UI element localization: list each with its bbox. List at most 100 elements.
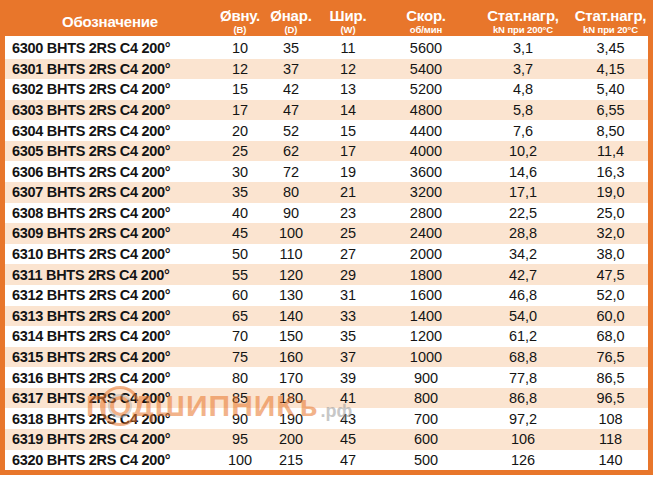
table-row: 6300 BHTS 2RS C4 200° 10 35 11 5600 3,1 … (5, 38, 648, 59)
cell-width: 47 (317, 452, 379, 468)
column-header-label: Стат.нагр, (487, 8, 559, 23)
cell-width: 19 (317, 164, 379, 180)
cell-width: 45 (317, 431, 379, 447)
cell-static-load-20: 76,5 (573, 349, 648, 365)
cell-designation: 6305 BHTS 2RS C4 200° (5, 143, 215, 159)
cell-outer-diameter: 52 (265, 123, 317, 139)
cell-static-load-20: 6,55 (573, 102, 648, 118)
cell-outer-diameter: 62 (265, 143, 317, 159)
cell-outer-diameter: 215 (265, 452, 317, 468)
cell-designation: 6312 BHTS 2RS C4 200° (5, 287, 215, 303)
column-header-outer-diameter: Øнар. (D) (265, 5, 317, 36)
column-header-label: Øнар. (270, 8, 311, 23)
cell-speed: 1200 (379, 328, 473, 344)
table-row: 6306 BHTS 2RS C4 200° 30 72 19 3600 14,6… (5, 161, 648, 182)
column-header-sub: об/мин (410, 25, 442, 35)
column-header-label: Шир. (330, 8, 367, 23)
column-header-inner-diameter: Øвну. (B) (215, 5, 265, 36)
cell-width: 21 (317, 184, 379, 200)
cell-speed: 500 (379, 452, 473, 468)
cell-inner-diameter: 50 (215, 246, 265, 262)
cell-static-load-20: 140 (573, 452, 648, 468)
cell-outer-diameter: 35 (265, 40, 317, 56)
table-row: 6320 BHTS 2RS C4 200° 100 215 47 500 126… (5, 450, 648, 471)
table-row: 6305 BHTS 2RS C4 200° 25 62 17 4000 10,2… (5, 141, 648, 162)
cell-static-load-20: 5,40 (573, 81, 648, 97)
cell-speed: 5600 (379, 40, 473, 56)
cell-inner-diameter: 10 (215, 40, 265, 56)
cell-speed: 5400 (379, 61, 473, 77)
cell-speed: 900 (379, 370, 473, 386)
cell-designation: 6309 BHTS 2RS C4 200° (5, 225, 215, 241)
cell-outer-diameter: 200 (265, 431, 317, 447)
cell-designation: 6301 BHTS 2RS C4 200° (5, 61, 215, 77)
column-header-sub: (W) (341, 25, 356, 35)
cell-static-load-200: 77,8 (473, 370, 573, 386)
cell-inner-diameter: 100 (215, 452, 265, 468)
cell-inner-diameter: 60 (215, 287, 265, 303)
table-row: 6311 BHTS 2RS C4 200° 55 120 29 1800 42,… (5, 264, 648, 285)
table-row: 6314 BHTS 2RS C4 200° 70 150 35 1200 61,… (5, 326, 648, 347)
cell-outer-diameter: 140 (265, 308, 317, 324)
cell-outer-diameter: 90 (265, 205, 317, 221)
cell-static-load-20: 118 (573, 431, 648, 447)
cell-static-load-200: 46,8 (473, 287, 573, 303)
cell-width: 23 (317, 205, 379, 221)
cell-width: 25 (317, 225, 379, 241)
cell-static-load-200: 86,8 (473, 390, 573, 406)
cell-width: 29 (317, 267, 379, 283)
table-row: 6318 BHTS 2RS C4 200° 90 190 43 700 97,2… (5, 408, 648, 429)
cell-designation: 6315 BHTS 2RS C4 200° (5, 349, 215, 365)
cell-outer-diameter: 130 (265, 287, 317, 303)
cell-speed: 5200 (379, 81, 473, 97)
cell-speed: 1400 (379, 308, 473, 324)
column-header-label: Скор. (406, 8, 446, 23)
cell-static-load-200: 68,8 (473, 349, 573, 365)
cell-speed: 600 (379, 431, 473, 447)
cell-static-load-200: 7,6 (473, 123, 573, 139)
cell-static-load-200: 42,7 (473, 267, 573, 283)
cell-width: 27 (317, 246, 379, 262)
cell-speed: 2400 (379, 225, 473, 241)
cell-width: 35 (317, 328, 379, 344)
cell-static-load-20: 25,0 (573, 205, 648, 221)
cell-outer-diameter: 42 (265, 81, 317, 97)
table-row: 6307 BHTS 2RS C4 200° 35 80 21 3200 17,1… (5, 182, 648, 203)
cell-inner-diameter: 95 (215, 431, 265, 447)
cell-inner-diameter: 35 (215, 184, 265, 200)
cell-static-load-200: 54,0 (473, 308, 573, 324)
column-header-label: Обозначение (62, 14, 158, 29)
cell-inner-diameter: 15 (215, 81, 265, 97)
cell-width: 43 (317, 411, 379, 427)
column-header-label: Øвну. (220, 8, 260, 23)
column-header-label: Стат.нагр, (575, 8, 647, 23)
cell-static-load-200: 61,2 (473, 328, 573, 344)
table-row: 6319 BHTS 2RS C4 200° 95 200 45 600 106 … (5, 429, 648, 450)
cell-static-load-20: 19,0 (573, 184, 648, 200)
cell-static-load-20: 108 (573, 411, 648, 427)
cell-outer-diameter: 72 (265, 164, 317, 180)
table-row: 6315 BHTS 2RS C4 200° 75 160 37 1000 68,… (5, 347, 648, 368)
bearing-spec-table: Обозначение Øвну. (B) Øнар. (D) Шир. (W)… (0, 0, 653, 475)
cell-static-load-200: 3,7 (473, 61, 573, 77)
cell-static-load-20: 16,3 (573, 164, 648, 180)
cell-designation: 6317 BHTS 2RS C4 200° (5, 390, 215, 406)
table-body: 6300 BHTS 2RS C4 200° 10 35 11 5600 3,1 … (5, 38, 648, 470)
cell-speed: 700 (379, 411, 473, 427)
table-row: 6316 BHTS 2RS C4 200° 80 170 39 900 77,8… (5, 367, 648, 388)
cell-designation: 6310 BHTS 2RS C4 200° (5, 246, 215, 262)
cell-width: 41 (317, 390, 379, 406)
table-row: 6313 BHTS 2RS C4 200° 65 140 33 1400 54,… (5, 306, 648, 327)
cell-inner-diameter: 17 (215, 102, 265, 118)
cell-inner-diameter: 12 (215, 61, 265, 77)
cell-static-load-200: 17,1 (473, 184, 573, 200)
table-row: 6304 BHTS 2RS C4 200° 20 52 15 4400 7,6 … (5, 120, 648, 141)
cell-designation: 6318 BHTS 2RS C4 200° (5, 411, 215, 427)
cell-width: 15 (317, 123, 379, 139)
cell-static-load-200: 10,2 (473, 143, 573, 159)
cell-inner-diameter: 90 (215, 411, 265, 427)
table-row: 6302 BHTS 2RS C4 200° 15 42 13 5200 4,8 … (5, 79, 648, 100)
cell-inner-diameter: 70 (215, 328, 265, 344)
cell-speed: 2800 (379, 205, 473, 221)
cell-speed: 4400 (379, 123, 473, 139)
